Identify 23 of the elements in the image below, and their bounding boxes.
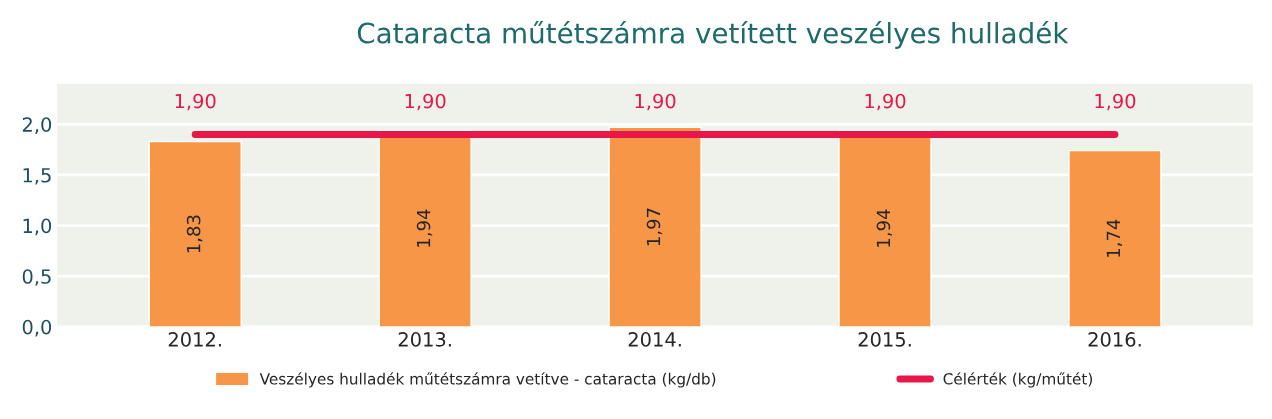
legend-label: Célérték (kg/műtét) [943, 372, 1092, 388]
data-label: 1,83 [186, 215, 203, 253]
data-label: 1,94 [876, 209, 893, 247]
y-tick-label: 0,0 [22, 319, 52, 337]
y-tick-label: 1,0 [23, 218, 52, 236]
data-label: 1,90 [1095, 93, 1136, 111]
y-tick-label: 0,5 [22, 269, 51, 286]
y-tick-label: 2,0 [22, 117, 52, 134]
x-tick-label: 2016. [1088, 332, 1141, 347]
x-tick-label: 2013. [398, 332, 451, 347]
x-tick-label: 2012. [168, 332, 221, 347]
x-tick-label: 2015. [858, 332, 911, 347]
chart-title: Cataracta műtétszámra vetített veszélyes hulladék [357, 20, 1069, 49]
data-label: 1,90 [635, 93, 676, 111]
data-label: 1,74 [1106, 219, 1123, 257]
data-label: 1,90 [175, 93, 216, 111]
y-tick-label: 1,5 [23, 168, 51, 185]
legend-label: Veszélyes hulladék műtétszámra vetítve - cataracta (kg/db) [259, 372, 716, 388]
data-label: 1,97 [646, 208, 663, 246]
data-label: 1,90 [405, 93, 446, 111]
x-tick-label: 2014. [628, 332, 681, 347]
data-label: 1,94 [416, 209, 433, 247]
data-label: 1,90 [865, 93, 906, 111]
